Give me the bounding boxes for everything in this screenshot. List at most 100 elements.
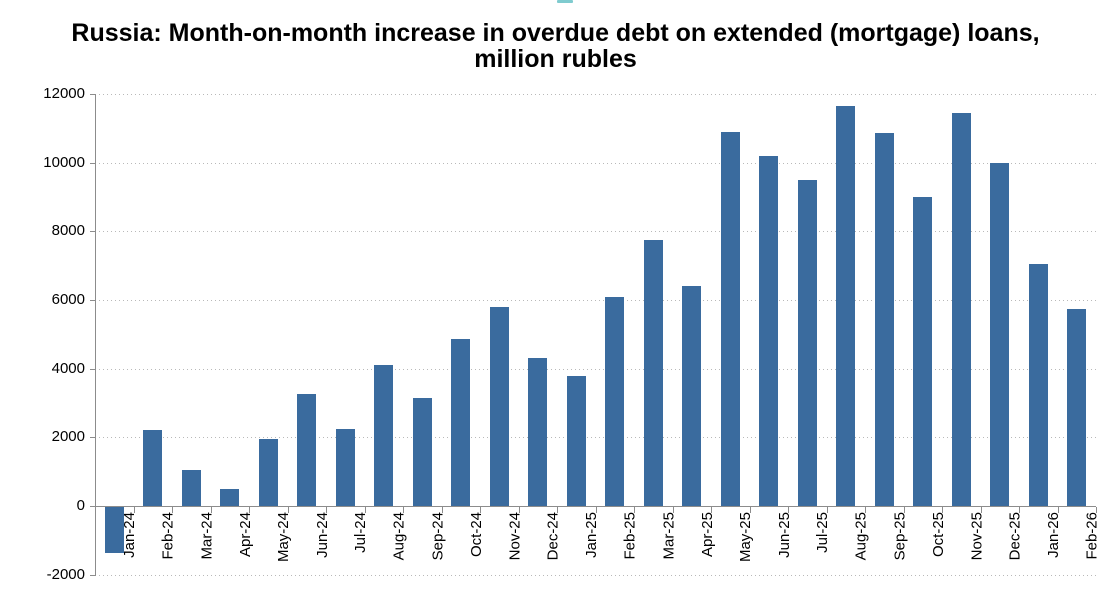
bar-Jan-26 bbox=[1029, 264, 1048, 506]
x-tick bbox=[826, 507, 828, 513]
bar-Feb-25 bbox=[605, 297, 624, 506]
bar-Sep-24 bbox=[413, 398, 432, 506]
y-tick-label: 8000 bbox=[51, 222, 85, 240]
x-tick bbox=[1096, 507, 1097, 513]
x-tick-label-Jan-26: Jan-26 bbox=[1045, 512, 1063, 558]
x-tick-label-Mar-25: Mar-25 bbox=[660, 512, 678, 560]
x-tick-label-Feb-26: Feb-26 bbox=[1083, 512, 1101, 560]
x-tick bbox=[326, 507, 327, 513]
x-tick bbox=[518, 507, 520, 513]
y-tick-label: 2000 bbox=[51, 428, 85, 446]
gridline--2000 bbox=[95, 574, 1096, 576]
x-tick bbox=[441, 507, 443, 513]
bar-Apr-24 bbox=[220, 489, 239, 506]
x-tick bbox=[595, 507, 597, 513]
gridline-4000 bbox=[95, 368, 1096, 370]
x-tick-label-Mar-24: Mar-24 bbox=[198, 512, 216, 560]
x-tick-label-Jul-24: Jul-24 bbox=[352, 512, 370, 553]
x-tick bbox=[172, 507, 173, 513]
bar-Apr-25 bbox=[682, 286, 701, 506]
bar-Jan-24 bbox=[105, 507, 124, 553]
x-tick bbox=[364, 507, 366, 513]
bar-May-25 bbox=[721, 132, 740, 506]
y-tick-label: 6000 bbox=[51, 291, 85, 308]
bar-Jul-24 bbox=[336, 429, 355, 506]
y-tick-label: -2000 bbox=[46, 565, 85, 583]
bar-May-24 bbox=[259, 439, 278, 506]
x-tick bbox=[980, 507, 982, 513]
y-tick bbox=[90, 506, 95, 507]
y-tick-label: 10000 bbox=[43, 153, 85, 171]
x-tick bbox=[749, 507, 751, 513]
y-tick-label: 12000 bbox=[43, 85, 85, 102]
bar-Aug-24 bbox=[374, 365, 393, 506]
x-tick-label-Nov-24: Nov-24 bbox=[506, 512, 524, 561]
x-tick-label-Dec-25: Dec-25 bbox=[1006, 512, 1024, 561]
bar-Mar-24 bbox=[182, 470, 201, 506]
y-axis-line bbox=[95, 94, 96, 576]
y-tick bbox=[90, 368, 95, 370]
gridline-12000 bbox=[95, 94, 1096, 95]
x-axis-line bbox=[95, 506, 1096, 507]
x-tick-label-Jan-25: Jan-25 bbox=[583, 512, 601, 558]
bar-Jun-24 bbox=[297, 394, 316, 506]
x-tick-label-May-24: May-24 bbox=[275, 512, 293, 563]
x-tick-label-Apr-25: Apr-25 bbox=[698, 512, 716, 558]
y-tick bbox=[90, 231, 95, 233]
y-tick bbox=[90, 574, 95, 576]
x-tick bbox=[634, 507, 635, 513]
x-tick bbox=[287, 507, 289, 513]
y-tick bbox=[90, 94, 95, 95]
x-tick bbox=[133, 507, 135, 513]
y-tick bbox=[90, 437, 95, 439]
gridline-10000 bbox=[95, 162, 1096, 164]
bar-Jan-25 bbox=[567, 376, 586, 506]
bar-Oct-24 bbox=[451, 339, 470, 506]
x-tick bbox=[1057, 507, 1059, 513]
bar-Jun-25 bbox=[759, 156, 778, 506]
x-tick bbox=[403, 507, 404, 513]
x-tick-label-Jul-25: Jul-25 bbox=[814, 512, 832, 553]
x-tick bbox=[672, 507, 674, 513]
x-tick-label-Sep-25: Sep-25 bbox=[891, 512, 909, 561]
bar-Sep-25 bbox=[875, 133, 894, 506]
bar-Nov-25 bbox=[952, 113, 971, 506]
x-tick-label-Apr-24: Apr-24 bbox=[236, 512, 254, 558]
bar-Dec-24 bbox=[528, 358, 547, 506]
bar-Oct-25 bbox=[913, 197, 932, 506]
y-tick bbox=[90, 162, 95, 164]
x-tick-label-Sep-24: Sep-24 bbox=[429, 512, 447, 561]
gridline-2000 bbox=[95, 437, 1096, 439]
bar-Aug-25 bbox=[836, 106, 855, 506]
x-tick-label-Jun-25: Jun-25 bbox=[775, 512, 793, 558]
y-tick-label: 4000 bbox=[51, 359, 85, 377]
x-tick bbox=[249, 507, 250, 513]
x-tick-label-Dec-24: Dec-24 bbox=[544, 512, 562, 561]
x-tick bbox=[1019, 507, 1020, 513]
chart-title: Russia: Month-on-month increase in overd… bbox=[0, 20, 1111, 72]
x-tick-label-May-25: May-25 bbox=[737, 512, 755, 563]
gridline-6000 bbox=[95, 300, 1096, 301]
x-tick-label-Aug-25: Aug-25 bbox=[852, 512, 870, 561]
x-tick-label-Feb-24: Feb-24 bbox=[159, 512, 177, 560]
y-tick bbox=[90, 300, 95, 301]
gridline-8000 bbox=[95, 231, 1096, 233]
x-tick bbox=[711, 507, 712, 513]
chart-title-line2: million rubles bbox=[474, 45, 637, 73]
x-tick-label-Jun-24: Jun-24 bbox=[313, 512, 331, 558]
x-tick bbox=[210, 507, 212, 513]
x-tick bbox=[865, 507, 866, 513]
bar-Feb-24 bbox=[143, 430, 162, 506]
x-tick bbox=[942, 507, 943, 513]
x-tick-label-Nov-25: Nov-25 bbox=[968, 512, 986, 561]
x-tick-label-Jan-24: Jan-24 bbox=[121, 512, 139, 558]
x-tick bbox=[788, 507, 789, 513]
x-tick-label-Oct-25: Oct-25 bbox=[929, 512, 947, 558]
chart-title-line1: Russia: Month-on-month increase in overd… bbox=[71, 19, 1040, 47]
x-tick bbox=[557, 507, 558, 513]
bar-Mar-25 bbox=[644, 240, 663, 506]
y-tick-label: 0 bbox=[76, 497, 85, 514]
x-tick-label-Aug-24: Aug-24 bbox=[390, 512, 408, 561]
